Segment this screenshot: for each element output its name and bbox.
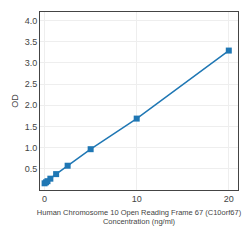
- svg-text:OD: OD: [10, 94, 20, 108]
- svg-text:2.5: 2.5: [25, 79, 38, 89]
- svg-text:4.0: 4.0: [25, 16, 38, 26]
- svg-text:1.5: 1.5: [25, 122, 38, 132]
- svg-text:1.0: 1.0: [25, 143, 38, 153]
- svg-text:20: 20: [224, 194, 234, 204]
- svg-text:3.5: 3.5: [25, 37, 38, 47]
- svg-text:3.0: 3.0: [25, 58, 38, 68]
- svg-text:2.0: 2.0: [25, 100, 38, 110]
- svg-text:0.5: 0.5: [25, 164, 38, 174]
- svg-text:0: 0: [42, 194, 47, 204]
- svg-text:Human Chromosome 10 Open Readi: Human Chromosome 10 Open Reading Frame 6…: [37, 208, 242, 227]
- svg-text:10: 10: [132, 194, 142, 204]
